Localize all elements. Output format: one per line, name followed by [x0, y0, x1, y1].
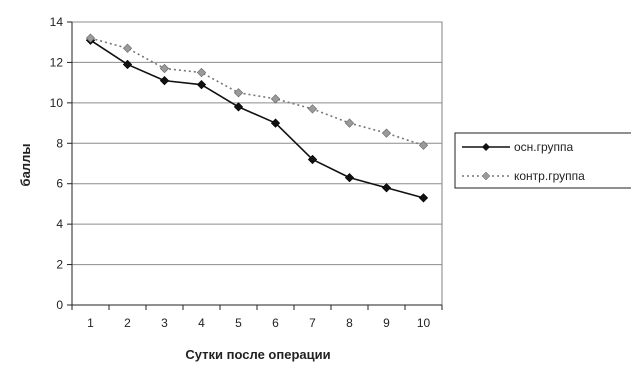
data-point-series-1: [344, 173, 355, 183]
y-tick-label: 4: [56, 217, 63, 231]
legend-label-series-2: контр.группа: [514, 169, 585, 183]
data-point-series-2: [233, 88, 244, 98]
x-axis-ticks: 1 2 3 4 5 6 7 8 9 10: [71, 305, 443, 330]
data-point-series-1: [381, 183, 392, 193]
data-point-series-2: [381, 128, 392, 138]
data-point-series-1: [270, 118, 281, 128]
data-point-series-2: [307, 104, 318, 114]
data-point-series-1: [307, 154, 318, 165]
y-tick-label: 0: [56, 298, 63, 312]
y-tick-label: 6: [56, 177, 63, 191]
legend-box: [454, 132, 631, 189]
y-tick-label: 14: [50, 15, 64, 29]
legend-marker-series-1: [482, 143, 490, 151]
y-tick-label: 12: [50, 55, 64, 69]
y-tick-label: 2: [56, 258, 63, 272]
x-tick-label: 6: [272, 316, 279, 330]
x-tick-label: 10: [417, 316, 431, 330]
data-point-series-2: [418, 140, 429, 150]
data-point-series-1: [196, 80, 207, 90]
legend-label-series-1: осн.группа: [514, 140, 574, 154]
data-point-series-1: [159, 75, 170, 86]
x-axis-title: Сутки после операции: [185, 347, 330, 362]
legend-marker-series-2: [481, 171, 491, 181]
plot-area: [71, 21, 443, 306]
x-tick-label: 9: [383, 316, 390, 330]
series-layer: [85, 33, 429, 203]
data-point-series-1: [233, 102, 244, 112]
legend: осн.группа контр.группа: [454, 132, 631, 189]
data-point-series-2: [122, 43, 133, 53]
x-tick-label: 8: [346, 316, 353, 330]
y-tick-label: 10: [50, 96, 64, 110]
y-axis-ticks: 0 2 4 6 8 10 12 14: [50, 15, 72, 312]
gridlines: [72, 21, 442, 266]
data-point-series-1: [122, 59, 133, 70]
x-tick-label: 5: [235, 316, 242, 330]
x-tick-label: 4: [198, 316, 205, 330]
data-point-series-2: [344, 118, 355, 128]
y-tick-label: 8: [56, 136, 63, 150]
data-point-series-2: [196, 67, 207, 78]
data-point-series-2: [85, 33, 96, 43]
x-tick-label: 3: [161, 316, 168, 330]
x-tick-label: 1: [87, 316, 94, 330]
y-axis-title: баллы: [18, 144, 33, 187]
series-line-1: [90, 39, 424, 199]
data-point-series-2: [270, 94, 281, 104]
x-tick-label: 2: [124, 316, 131, 330]
data-point-series-1: [418, 193, 429, 203]
data-point-series-2: [159, 63, 170, 74]
x-tick-label: 7: [309, 316, 316, 330]
